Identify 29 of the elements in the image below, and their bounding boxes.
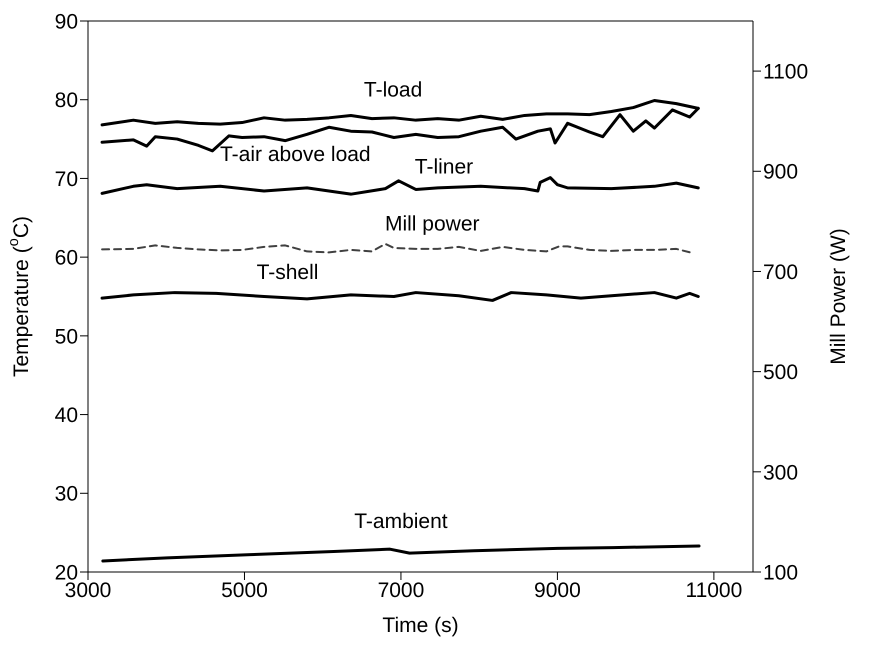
y-tick-label: 30 bbox=[54, 482, 78, 506]
y2-tick-label: 300 bbox=[763, 461, 798, 484]
series-label: T-ambient bbox=[354, 510, 448, 533]
y2-axis-title: Mill Power (W) bbox=[826, 228, 850, 365]
line-series bbox=[101, 544, 701, 562]
y2-tick-label: 1100 bbox=[763, 60, 808, 84]
x-axis-title: Time (s) bbox=[382, 614, 459, 637]
y-tick-label: 50 bbox=[54, 325, 78, 348]
y-tick-label: 40 bbox=[54, 404, 78, 428]
line-series bbox=[100, 291, 700, 302]
series-label: T-air above load bbox=[220, 143, 371, 166]
y2-tick-label: 900 bbox=[763, 160, 798, 184]
x-tick-label: 7000 bbox=[378, 578, 424, 602]
series-label: T-shell bbox=[256, 261, 318, 284]
y-tick-label: 70 bbox=[54, 168, 78, 191]
series-label: Mill power bbox=[384, 212, 480, 236]
x-tick-label: 11000 bbox=[685, 578, 742, 602]
x-tick-label: 5000 bbox=[221, 578, 268, 602]
y2-tick-label: 700 bbox=[763, 260, 798, 284]
series-label: T-load bbox=[364, 78, 422, 102]
y-tick-label: 90 bbox=[54, 10, 78, 34]
x-tick-label: 9000 bbox=[534, 578, 581, 602]
y2-tick-label: 500 bbox=[763, 361, 798, 384]
line-series bbox=[100, 176, 700, 196]
x-tick-label: 3000 bbox=[64, 578, 112, 602]
y-tick-label: 60 bbox=[54, 246, 78, 270]
y2-tick-label: 100 bbox=[763, 561, 798, 584]
y-tick-label: 80 bbox=[54, 89, 78, 112]
series-label: T-liner bbox=[414, 156, 474, 179]
